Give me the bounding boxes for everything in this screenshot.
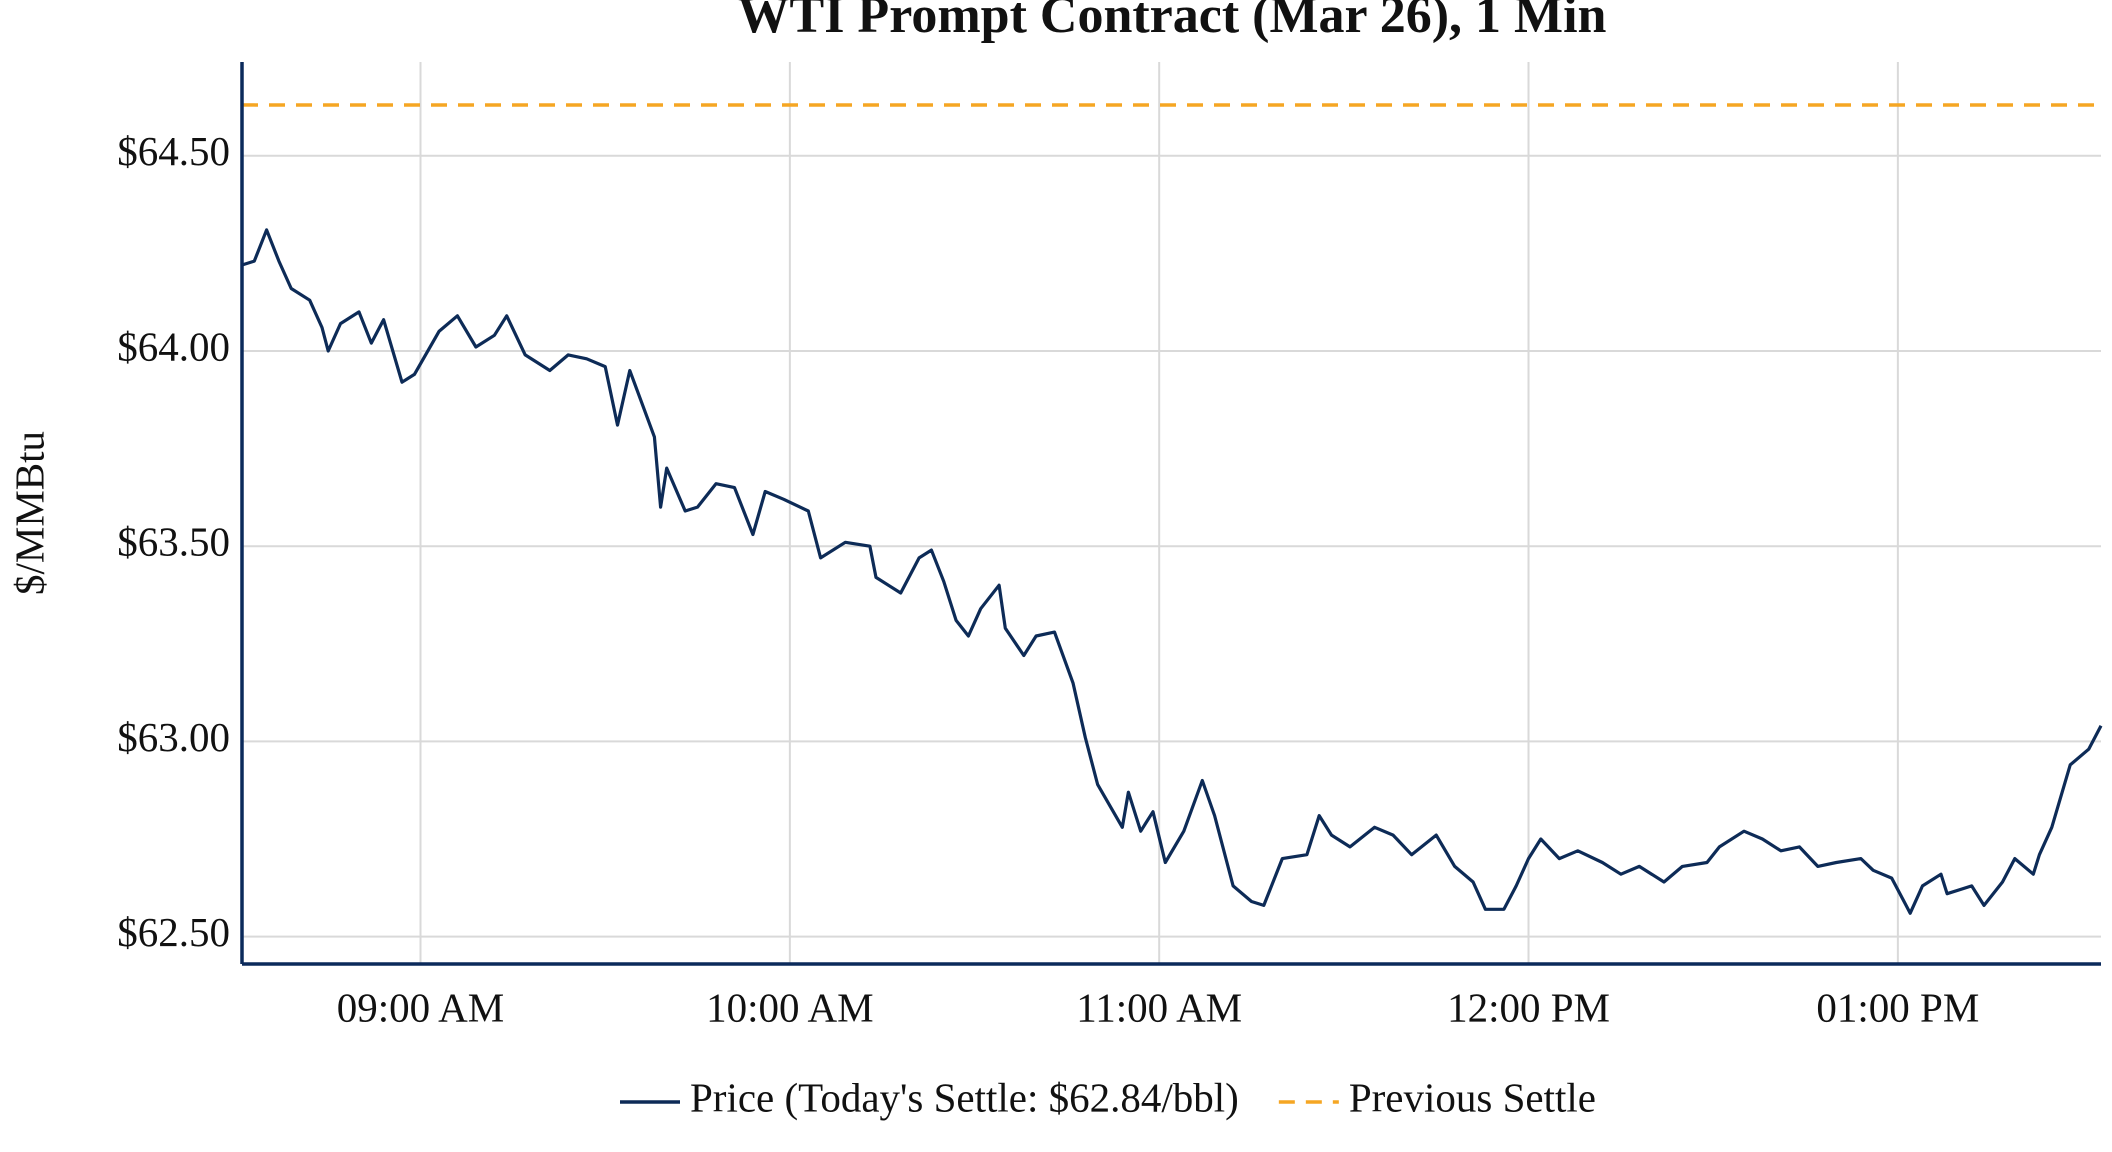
x-tick-label: 01:00 PM [1816, 984, 1979, 1030]
chart-title: WTI Prompt Contract (Mar 26), 1 Min [738, 0, 1607, 44]
x-tick-label: 11:00 AM [1076, 984, 1242, 1030]
y-tick-label: $63.50 [117, 519, 230, 565]
y-tick-label: $62.50 [117, 909, 230, 955]
x-tick-label: 09:00 AM [337, 984, 504, 1030]
legend-label: Previous Settle [1349, 1074, 1596, 1120]
legend-label: Price (Today's Settle: $62.84/bbl) [690, 1074, 1239, 1120]
y-axis-label: $/MMBtu [6, 431, 52, 595]
price-line [241, 228, 2103, 915]
y-tick-label: $64.50 [117, 128, 230, 174]
x-tick-label: 10:00 AM [706, 984, 873, 1030]
x-tick-label: 12:00 PM [1447, 984, 1610, 1030]
y-tick-label: $63.00 [117, 714, 230, 760]
y-tick-label: $64.00 [117, 323, 230, 369]
